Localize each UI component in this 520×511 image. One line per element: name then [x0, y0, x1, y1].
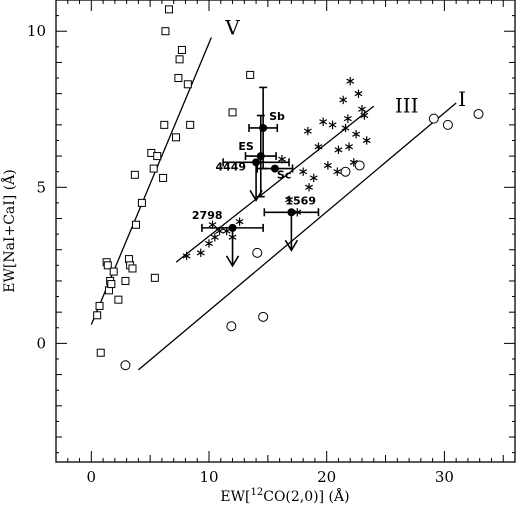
asterisk-point	[354, 89, 363, 98]
fit-line-III	[175, 105, 375, 263]
arrow-head	[225, 255, 240, 268]
asterisk-point	[362, 136, 371, 145]
square-point	[175, 55, 184, 64]
y-tick-label: 0	[36, 334, 46, 352]
square-point	[114, 295, 123, 304]
point-label-2798: 2798	[192, 209, 223, 222]
square-point	[174, 74, 183, 83]
asterisk-point	[333, 167, 342, 176]
asterisk-point	[339, 95, 348, 105]
square-point	[93, 311, 102, 320]
x-tick-label: 10	[199, 468, 218, 486]
asterisk-point	[346, 76, 355, 86]
x-tick-label: 20	[317, 468, 336, 486]
arrow-head	[249, 189, 263, 202]
circle-point	[252, 247, 263, 258]
asterisk-point	[303, 126, 312, 136]
x-axis-label: EW[12CO(2,0)] (Å)	[220, 487, 349, 505]
square-point	[172, 133, 181, 142]
y-tick-label: 10	[27, 22, 46, 40]
asterisk-point	[345, 142, 353, 151]
axis-ticks: 0 10 20 30 0 5 10	[27, 0, 516, 486]
line-label-V: V	[224, 15, 240, 39]
asterisk-point	[319, 117, 328, 126]
square-point	[150, 273, 159, 282]
asterisk-point	[285, 195, 293, 204]
point-label-4449: 4449	[215, 160, 246, 173]
labeled-points: Sb ES 4449 Sc 2798 1569	[192, 86, 320, 268]
square-point	[109, 267, 118, 276]
point-label-Sb: Sb	[269, 110, 285, 123]
square-point	[121, 276, 130, 285]
square-point	[137, 198, 146, 207]
y-axis-label: EW[NaI+CaI] (Å)	[0, 169, 18, 292]
asterisk-point	[314, 142, 323, 151]
square-point	[186, 120, 195, 129]
circle-point	[258, 311, 269, 322]
asterisk-point	[210, 233, 219, 242]
asterisk-point	[328, 120, 337, 130]
circle-point	[354, 160, 365, 171]
labeled-point-dot	[270, 164, 279, 173]
asterisk-point	[334, 145, 343, 155]
data-marks	[93, 5, 484, 371]
labeled-point-dot	[252, 158, 261, 167]
square-point	[103, 261, 112, 270]
asterisk-point	[299, 167, 308, 176]
line-label-I: I	[458, 87, 466, 111]
square-point	[128, 264, 137, 273]
asterisk-point	[305, 183, 313, 192]
asterisk-point	[323, 161, 332, 170]
asterisk-point	[360, 111, 369, 120]
line-label-III: III	[395, 93, 419, 117]
x-tick-label: 30	[435, 468, 454, 486]
square-point	[177, 45, 186, 54]
circle-point	[120, 360, 131, 371]
square-point	[132, 220, 141, 229]
point-label-Sc: Sc	[277, 169, 291, 182]
x-tick-label: 0	[87, 468, 97, 486]
fit-line-I	[137, 102, 457, 371]
y-tick-label: 5	[36, 178, 46, 196]
circle-point	[428, 113, 439, 124]
square-point	[95, 301, 104, 310]
asterisk-point	[182, 251, 191, 261]
square-point	[96, 348, 105, 357]
labeled-point-dot	[228, 223, 237, 232]
asterisk-point	[196, 248, 205, 258]
arrow-head	[284, 239, 299, 252]
asterisk-point	[235, 217, 244, 226]
circle-point	[473, 108, 484, 119]
asterisk-point	[309, 173, 318, 183]
square-point	[246, 70, 255, 79]
circle-point	[442, 119, 453, 130]
square-point	[160, 120, 169, 129]
square-point	[161, 27, 170, 36]
asterisk-point	[343, 114, 352, 123]
circle-point	[226, 321, 237, 332]
asterisk-point	[341, 123, 350, 133]
asterisk-point	[358, 105, 366, 114]
asterisk-point	[205, 239, 213, 248]
square-point	[183, 80, 192, 89]
labeled-point-dot	[287, 208, 296, 217]
square-point	[228, 108, 237, 117]
circle-point	[340, 166, 351, 177]
square-point	[153, 152, 162, 161]
plot-frame	[55, 0, 516, 463]
square-point	[149, 164, 158, 173]
square-point	[159, 173, 168, 182]
square-point	[107, 280, 116, 289]
asterisk-point	[352, 130, 361, 139]
labeled-point-dot	[256, 152, 265, 161]
square-point	[164, 5, 173, 14]
square-point	[130, 170, 139, 179]
point-label-1569: 1569	[285, 194, 316, 207]
point-label-ES: ES	[238, 140, 254, 153]
